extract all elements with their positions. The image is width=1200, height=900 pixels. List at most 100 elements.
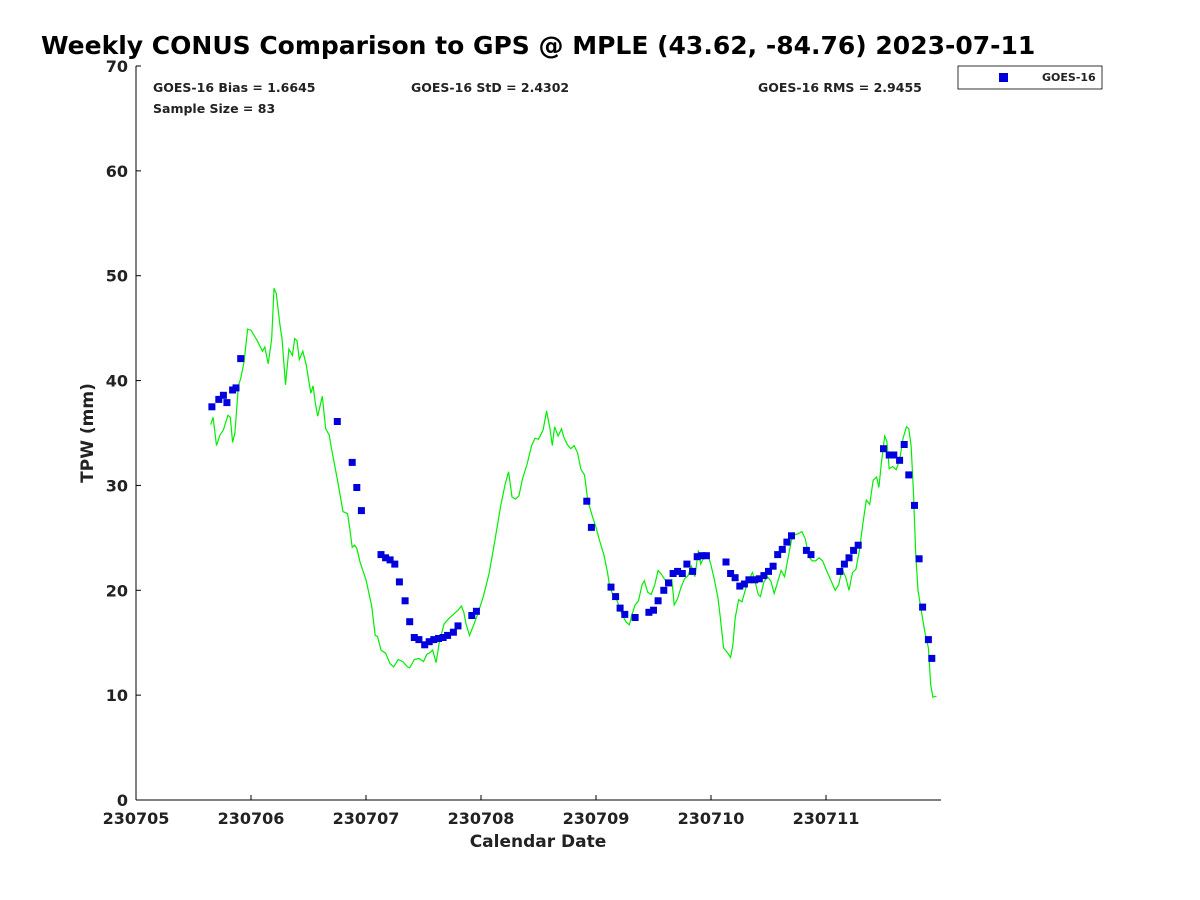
legend-marker-goes16 xyxy=(999,73,1008,82)
goes16-point xyxy=(439,634,447,641)
goes16-point xyxy=(468,612,476,619)
goes16-point xyxy=(395,578,403,586)
goes16-point xyxy=(928,654,936,662)
goes16-point xyxy=(386,556,394,564)
goes16-point xyxy=(683,560,691,568)
goes16-point xyxy=(915,555,923,563)
goes16-point xyxy=(237,355,245,363)
goes16-point xyxy=(678,570,686,577)
stat-bias: GOES-16 Bias = 1.6645 xyxy=(153,80,315,95)
goes16-point xyxy=(911,501,918,509)
goes16-point xyxy=(669,570,677,577)
y-axis-label: TPW (mm) xyxy=(78,383,98,483)
stat-sample-size: Sample Size = 83 xyxy=(153,101,275,116)
goes16-point xyxy=(654,597,662,605)
y-axis-ticks: 0 10 20 30 40 50 60 70 xyxy=(106,57,141,810)
goes16-point xyxy=(760,572,768,580)
goes16-point xyxy=(783,538,791,546)
goes16-point xyxy=(449,628,457,636)
goes16-point xyxy=(740,580,748,588)
x-axis-ticks: 230705 230706 230707 230708 230709 230710 2307… xyxy=(103,795,860,828)
goes16-point xyxy=(377,551,385,559)
goes16-point xyxy=(208,403,216,411)
goes16-point xyxy=(698,552,706,560)
goes16-point xyxy=(693,553,701,561)
goes16-point xyxy=(410,634,418,641)
legend-box xyxy=(957,65,1103,90)
goes16-point xyxy=(788,532,795,540)
goes16-point xyxy=(885,451,893,459)
goes16-point xyxy=(612,593,620,601)
goes16-point xyxy=(850,546,858,554)
goes16-point xyxy=(435,635,442,642)
goes16-point xyxy=(382,554,390,562)
goes16-point xyxy=(607,583,615,591)
goes16-point xyxy=(840,560,848,568)
chart-title: Weekly CONUS Comparison to GPS @ MPLE (4… xyxy=(41,31,1035,60)
goes16-point xyxy=(689,567,697,575)
goes16-point xyxy=(645,608,653,616)
goes16-point xyxy=(621,610,629,618)
goes16-point xyxy=(900,441,908,448)
goes16-point xyxy=(650,606,657,614)
stat-rms: GOES-16 RMS = 2.9455 xyxy=(758,80,922,95)
y-tick-label: 60 xyxy=(106,162,128,181)
x-tick-label: 230709 xyxy=(563,809,630,828)
x-axis-label: Calendar Date xyxy=(470,832,607,852)
goes16-point xyxy=(905,471,913,479)
goes16-point xyxy=(353,484,361,491)
goes16-point xyxy=(755,575,763,583)
goes16-point xyxy=(421,641,429,649)
goes16-point xyxy=(444,631,452,639)
goes16-point xyxy=(219,391,227,399)
legend-label-goes16: GOES-16 xyxy=(1042,71,1096,84)
goes16-point xyxy=(919,603,927,611)
goes16-point xyxy=(890,451,898,459)
goes16-point xyxy=(391,560,399,568)
goes16-point xyxy=(778,545,786,553)
goes16-point xyxy=(807,551,815,559)
goes16-point xyxy=(223,399,231,407)
x-tick-label: 230705 xyxy=(103,809,170,828)
x-tick-label: 230708 xyxy=(448,809,515,828)
x-tick-label: 230710 xyxy=(678,809,745,828)
y-tick-label: 10 xyxy=(106,686,128,705)
goes16-point xyxy=(702,552,710,560)
goes16-point xyxy=(751,576,759,584)
stat-std: GOES-16 StD = 2.4302 xyxy=(411,80,569,95)
goes16-point xyxy=(333,418,341,425)
goes16-point xyxy=(583,497,591,505)
goes16-point xyxy=(472,607,480,615)
goes16-point xyxy=(660,586,668,594)
goes16-point xyxy=(401,597,409,605)
x-tick-label: 230711 xyxy=(793,809,860,828)
goes16-point xyxy=(415,636,423,644)
series-layer xyxy=(208,288,937,698)
goes16-point xyxy=(896,456,904,464)
x-tick-label: 230706 xyxy=(218,809,285,828)
goes16-point xyxy=(802,546,810,554)
goes16-point xyxy=(845,554,853,562)
goes16-point xyxy=(727,570,735,577)
goes16-point xyxy=(215,395,223,403)
goes16-point xyxy=(880,445,887,453)
goes16-point xyxy=(425,638,433,646)
y-tick-label: 0 xyxy=(117,791,128,810)
goes16-point xyxy=(454,622,462,630)
goes16-point xyxy=(854,541,862,549)
legend: GOES-16 xyxy=(957,65,1103,90)
y-tick-label: 20 xyxy=(106,581,128,600)
goes16-point xyxy=(769,562,777,570)
y-tick-label: 50 xyxy=(106,267,128,286)
goes16-point xyxy=(587,523,595,531)
goes16-point xyxy=(736,582,744,590)
gps-reference-line xyxy=(210,288,937,698)
goes16-point xyxy=(722,558,730,566)
goes16-point xyxy=(348,458,356,466)
x-tick-label: 230707 xyxy=(333,809,400,828)
goes16-point xyxy=(357,507,365,515)
y-tick-label: 40 xyxy=(106,372,128,391)
goes16-point xyxy=(232,384,240,392)
goes16-point xyxy=(924,636,932,644)
